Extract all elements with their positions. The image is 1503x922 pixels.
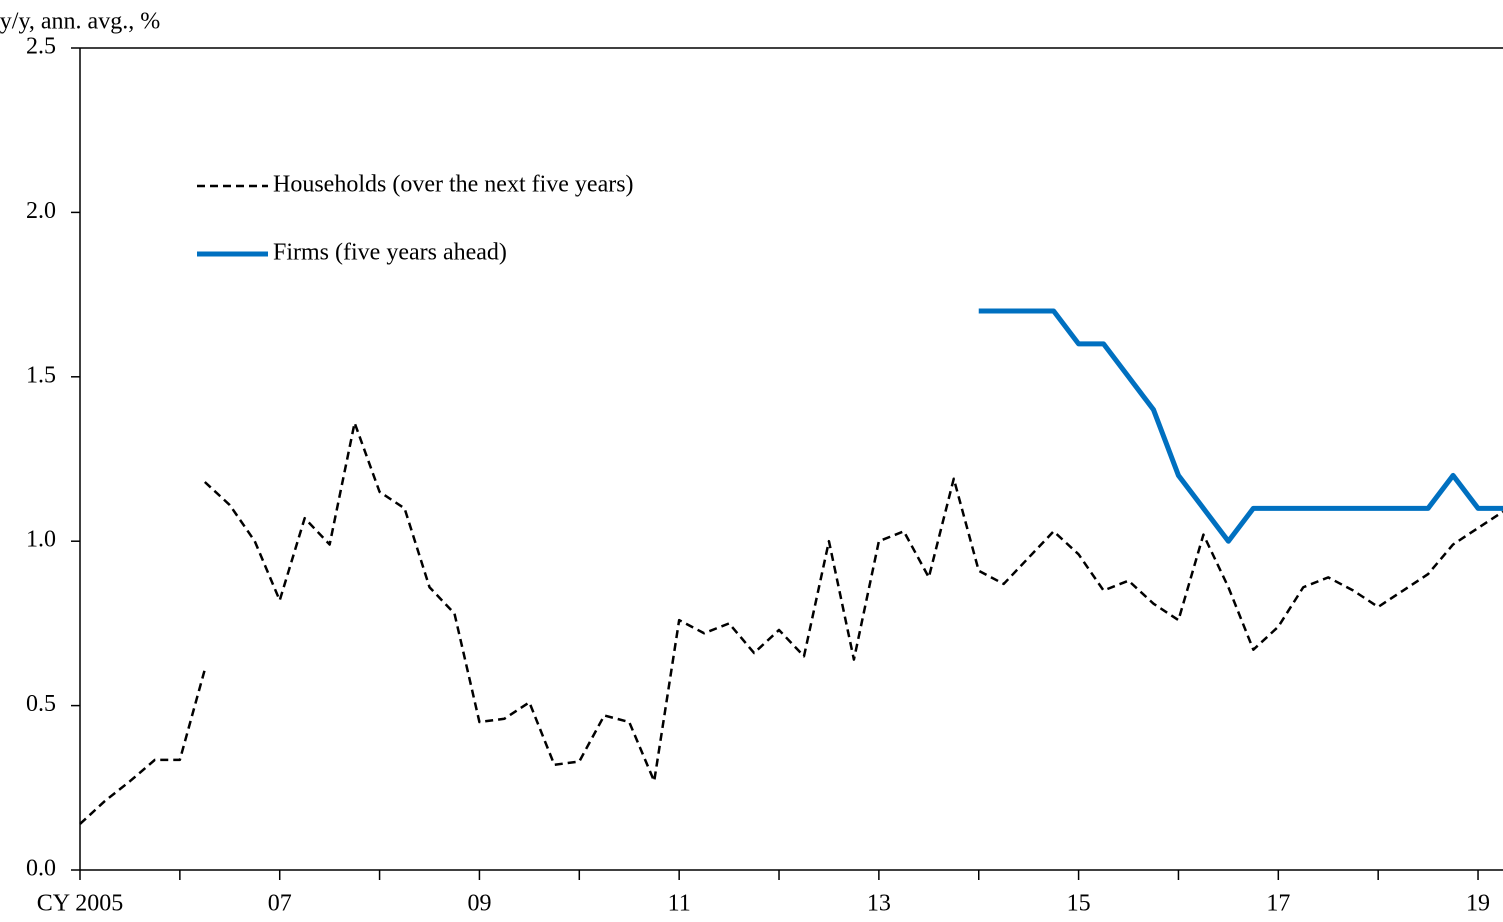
x-tick-label: 13: [867, 891, 891, 917]
y-tick-label: 0.5: [26, 691, 56, 717]
legend-label: Firms (five years ahead): [273, 240, 507, 266]
y-tick-label: 1.0: [26, 527, 56, 553]
x-tick-label: 17: [1266, 891, 1290, 917]
x-tick-label: 15: [1067, 891, 1091, 917]
x-tick-label: 11: [668, 891, 691, 917]
x-tick-label: 09: [467, 891, 491, 917]
y-tick-label: 2.5: [26, 34, 56, 60]
y-tick-label: 2.0: [26, 198, 56, 224]
series-line: [79, 421, 1503, 825]
x-tick-label: CY 2005: [37, 891, 123, 917]
legend-label: Households (over the next five years): [273, 172, 634, 198]
x-tick-label: 19: [1466, 891, 1490, 917]
y-axis-label: y/y, ann. avg., %: [0, 9, 160, 35]
y-tick-label: 0.0: [26, 856, 56, 882]
x-tick-label: 07: [268, 891, 292, 917]
y-tick-label: 1.5: [26, 362, 56, 388]
series-line: [978, 308, 1503, 544]
